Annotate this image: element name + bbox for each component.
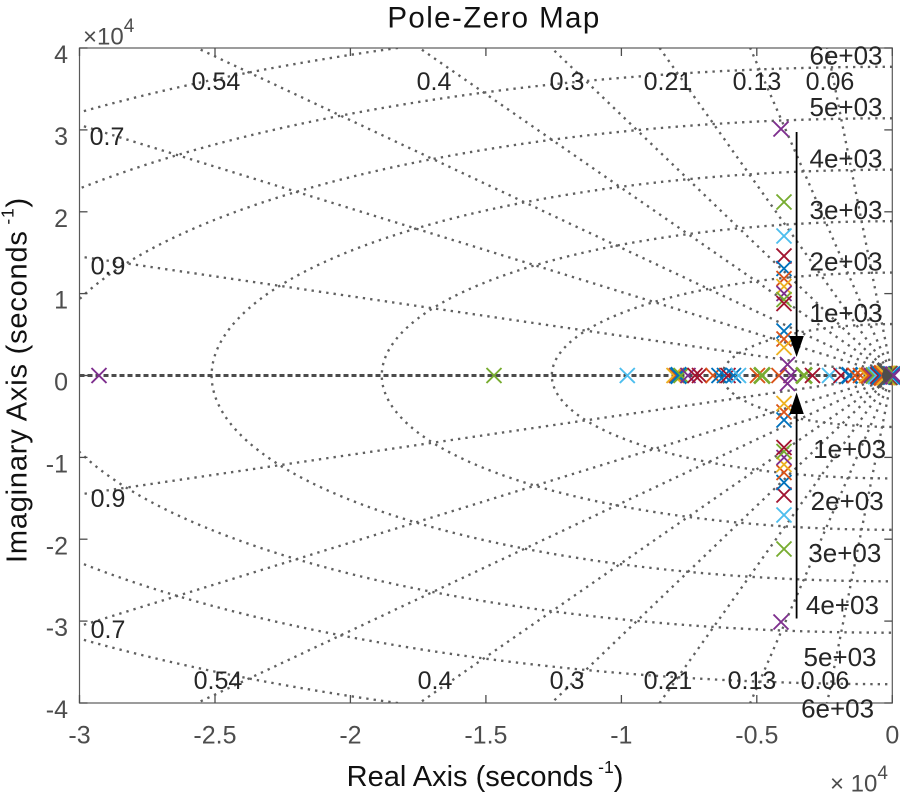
- svg-text:-1: -1: [610, 722, 632, 750]
- svg-text:0.06: 0.06: [806, 68, 855, 96]
- svg-text:3: 3: [54, 123, 68, 151]
- svg-text:-1: -1: [46, 450, 68, 478]
- svg-text:0.13: 0.13: [728, 667, 777, 695]
- svg-text:0.06: 0.06: [801, 667, 850, 695]
- svg-text:0.9: 0.9: [91, 253, 126, 281]
- svg-text:2: 2: [54, 205, 68, 233]
- svg-text:2e+03: 2e+03: [811, 486, 884, 516]
- svg-text:-1.5: -1.5: [464, 722, 507, 750]
- svg-text:0: 0: [54, 369, 68, 397]
- svg-text:3e+03: 3e+03: [808, 538, 881, 568]
- svg-text:0.21: 0.21: [644, 667, 693, 695]
- svg-text:-3: -3: [68, 722, 90, 750]
- svg-text:-2: -2: [339, 722, 361, 750]
- svg-text:Real Axis (seconds -1): Real Axis (seconds -1): [347, 757, 624, 793]
- svg-text:-2: -2: [46, 532, 68, 560]
- svg-text:0.21: 0.21: [644, 68, 693, 96]
- svg-text:0: 0: [885, 722, 899, 750]
- svg-text:5e+03: 5e+03: [803, 642, 876, 672]
- svg-text:6e+03: 6e+03: [801, 694, 874, 724]
- svg-text:1: 1: [54, 287, 68, 315]
- svg-text:0.9: 0.9: [91, 485, 126, 513]
- svg-text:Imaginary Axis (seconds -1): Imaginary Axis (seconds -1): [0, 197, 34, 563]
- svg-text:-0.5: -0.5: [735, 722, 778, 750]
- svg-text:-3: -3: [46, 614, 68, 642]
- svg-text:4e+03: 4e+03: [809, 144, 882, 174]
- svg-text:4e+03: 4e+03: [806, 590, 879, 620]
- svg-text:-2.5: -2.5: [193, 722, 236, 750]
- svg-text:0.13: 0.13: [733, 68, 782, 96]
- svg-text:1e+03: 1e+03: [809, 298, 882, 328]
- svg-text:4: 4: [54, 41, 68, 69]
- svg-text:0.54: 0.54: [194, 667, 243, 695]
- svg-text:Pole-Zero Map: Pole-Zero Map: [387, 1, 600, 34]
- svg-text:-4: -4: [46, 696, 68, 724]
- svg-text:0.7: 0.7: [91, 616, 126, 644]
- svg-text:6e+03: 6e+03: [809, 41, 882, 71]
- svg-text:0.4: 0.4: [417, 68, 452, 96]
- svg-text:0.54: 0.54: [192, 68, 241, 96]
- svg-text:5e+03: 5e+03: [809, 92, 882, 122]
- svg-text:1e+03: 1e+03: [813, 434, 886, 464]
- svg-text:3e+03: 3e+03: [809, 195, 882, 225]
- svg-text:0.3: 0.3: [550, 667, 585, 695]
- svg-text:2e+03: 2e+03: [809, 246, 882, 276]
- svg-text:0.4: 0.4: [418, 667, 453, 695]
- svg-text:0.3: 0.3: [550, 68, 585, 96]
- svg-text:0.7: 0.7: [90, 123, 125, 151]
